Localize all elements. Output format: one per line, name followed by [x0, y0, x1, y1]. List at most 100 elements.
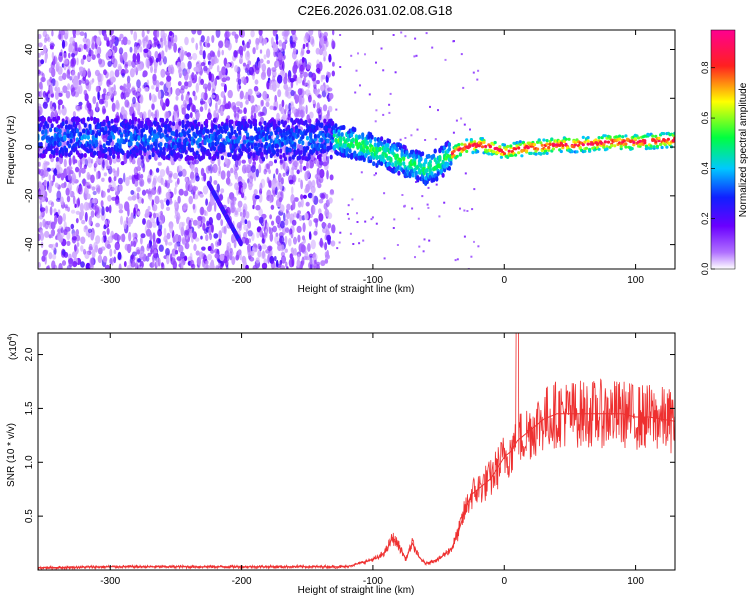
heatmap-cell	[597, 147, 601, 151]
heatmap-cell	[657, 139, 661, 143]
heatmap-cell	[190, 156, 195, 161]
heatmap-cell	[279, 148, 283, 154]
heatmap-cell	[201, 130, 206, 135]
heatmap-cell	[471, 208, 474, 211]
heatmap-cell	[216, 151, 220, 157]
heatmap-cell	[78, 185, 82, 193]
heatmap-cell	[105, 117, 109, 122]
heatmap-cell	[270, 204, 275, 210]
heatmap-cell	[183, 130, 187, 136]
heatmap-cell	[318, 198, 324, 204]
heatmap-cell	[68, 47, 71, 53]
heatmap-cell	[80, 261, 85, 268]
heatmap-cell	[74, 231, 78, 236]
heatmap-cell	[438, 215, 441, 218]
heatmap-cell	[98, 58, 103, 65]
heatmap-cell	[308, 231, 312, 240]
heatmap-cell	[61, 39, 66, 49]
heatmap-cell	[347, 204, 350, 207]
heatmap-cell	[157, 175, 163, 184]
heatmap-cell	[153, 129, 157, 135]
heatmap-cell	[394, 71, 397, 74]
heatmap-cell	[116, 156, 121, 163]
heatmap-cell	[58, 108, 62, 115]
heatmap-cell	[66, 240, 71, 246]
heatmap-cell	[77, 159, 83, 168]
heatmap-cell	[165, 191, 171, 199]
heatmap-cell	[116, 154, 120, 159]
heatmap-cell	[136, 79, 141, 88]
heatmap-cell	[636, 136, 641, 140]
heatmap-cell	[225, 118, 229, 124]
heatmap-cell	[452, 154, 456, 158]
heatmap-cell	[265, 101, 270, 108]
heatmap-cell	[509, 144, 513, 148]
heatmap-cell	[308, 30, 314, 36]
heatmap-cell	[237, 158, 242, 167]
heatmap-cell	[286, 30, 290, 35]
heatmap-cell	[376, 142, 380, 148]
heatmap-cell	[65, 187, 70, 196]
heatmap-cell	[41, 197, 45, 203]
heatmap-cell	[54, 214, 58, 225]
heatmap-cell	[214, 58, 219, 64]
heatmap-cell	[160, 118, 165, 124]
heatmap-cell	[118, 144, 122, 150]
heatmap-cell	[96, 53, 101, 59]
heatmap-cell	[334, 123, 338, 128]
heatmap-cell	[327, 222, 332, 229]
heatmap-cell	[42, 90, 47, 98]
heatmap-cell	[95, 235, 101, 244]
heatmap-cell	[282, 61, 285, 71]
heatmap-cell	[432, 177, 436, 183]
heatmap-cell	[181, 119, 185, 125]
heatmap-cell	[237, 200, 243, 208]
heatmap-cell	[155, 80, 160, 90]
heatmap-cell	[91, 36, 95, 46]
heatmap-cell	[216, 65, 220, 73]
heatmap-cell	[115, 101, 120, 111]
heatmap-cell	[165, 248, 170, 256]
heatmap-cell	[279, 204, 285, 213]
heatmap-cell	[107, 164, 110, 170]
heatmap-cell	[106, 227, 110, 235]
heatmap-cell	[66, 166, 70, 175]
heatmap-cell	[434, 138, 437, 141]
heatmap-cell	[88, 218, 92, 226]
heatmap-cell	[198, 142, 202, 148]
heatmap-cell	[137, 258, 141, 263]
heatmap-cell	[320, 260, 326, 267]
heatmap-cell	[310, 143, 314, 149]
heatmap-cell	[559, 149, 563, 154]
heatmap-cell	[392, 227, 395, 229]
heatmap-cell	[84, 79, 90, 86]
heatmap-cell	[168, 135, 172, 141]
heatmap-cell	[214, 253, 219, 259]
heatmap-cell	[353, 152, 357, 158]
heatmap-cell	[468, 144, 472, 148]
heatmap-cell	[195, 42, 198, 51]
heatmap-cell	[272, 150, 276, 155]
heatmap-cell	[78, 168, 82, 178]
heatmap-cell	[280, 244, 285, 252]
heatmap-cell	[91, 130, 95, 135]
heatmap-cell	[301, 56, 305, 63]
heatmap-cell	[660, 145, 664, 150]
heatmap-cell	[120, 54, 123, 64]
heatmap-cell	[254, 90, 260, 95]
heatmap-cell	[187, 183, 193, 193]
heatmap-cell	[375, 172, 377, 175]
heatmap-cell	[130, 260, 136, 268]
heatmap-cell	[154, 110, 158, 119]
heatmap-cell	[94, 204, 100, 214]
heatmap-cell	[160, 37, 163, 43]
heatmap-cell	[96, 118, 100, 123]
heatmap-cell	[301, 235, 306, 241]
heatmap-cell	[86, 100, 90, 109]
heatmap-cell	[160, 98, 164, 107]
heatmap-cell	[125, 216, 129, 224]
heatmap-cell	[315, 150, 319, 156]
heatmap-cell	[210, 259, 214, 267]
heatmap-cell	[161, 262, 164, 268]
